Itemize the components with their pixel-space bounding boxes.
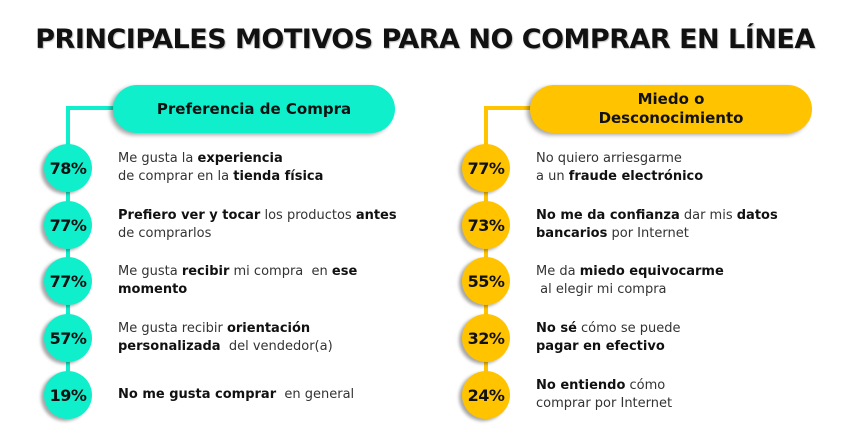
plain-text: cómo (625, 378, 666, 393)
reason-text: No me da confianza dar mis datos bancario… (536, 207, 778, 243)
plain-text: Me gusta (118, 264, 182, 279)
plain-text: de comprarlos (118, 226, 212, 241)
reason-text: No sé cómo se puede pagar en efectivo (536, 320, 681, 356)
plain-text: por Internet (607, 226, 689, 241)
reason-line: personalizada del vendedor(a) (118, 338, 333, 356)
emphasis-text: momento (118, 282, 188, 297)
reason-text: No me gusta comprar en general (118, 386, 354, 404)
reason-line: de comprarlos (118, 225, 397, 243)
plain-text: Me da (536, 264, 580, 279)
reason-line: Me da miedo equivocarme (536, 263, 724, 281)
reason-line: No sé cómo se puede (536, 320, 681, 338)
group-heading-miedo: Miedo o Desconocimiento (530, 85, 812, 133)
plain-text: de comprar en la (118, 169, 234, 184)
plain-text: del vendedor(a) (220, 339, 333, 354)
emphasis-text: orientación (226, 321, 311, 336)
group-heading-label: Preferencia de Compra (156, 99, 352, 118)
reason-line: Prefiero ver y tocar los productos antes (118, 207, 397, 225)
group-heading-preferencia: Preferencia de Compra (113, 85, 395, 133)
reason-line: al elegir mi compra (536, 281, 724, 299)
emphasis-text: tienda física (233, 169, 324, 184)
percent-badge: 73% (462, 201, 510, 249)
timeline-line-right (484, 106, 488, 396)
percent-badge: 24% (462, 371, 510, 419)
reason-line: de comprar en la tienda física (118, 168, 323, 186)
percent-badge: 77% (44, 257, 92, 305)
plain-text: en general (276, 387, 355, 402)
emphasis-text: datos (736, 208, 778, 223)
emphasis-text: bancarios (536, 226, 608, 241)
percent-badge: 77% (44, 201, 92, 249)
plain-text: Me gusta recibir (118, 321, 227, 336)
reason-text: Me gusta la experiencia de comprar en la … (118, 150, 323, 186)
reason-text: Me da miedo equivocarme al elegir mi com… (536, 263, 724, 299)
percent-badge: 19% (44, 371, 92, 419)
emphasis-text: No me gusta comprar (118, 387, 277, 402)
plain-text: cómo se puede (576, 321, 681, 336)
page-title: PRINCIPALES MOTIVOS PARA NO COMPRAR EN L… (35, 24, 815, 55)
plain-text: Me gusta la (118, 151, 198, 166)
percent-badge: 57% (44, 314, 92, 362)
reason-text: Prefiero ver y tocar los productos antes… (118, 207, 397, 243)
emphasis-text: No sé (536, 321, 577, 336)
emphasis-text: No me da confianza (536, 208, 680, 223)
reason-line: Me gusta recibir mi compra en ese (118, 263, 357, 281)
percent-badge: 32% (462, 314, 510, 362)
reason-line: bancarios por Internet (536, 225, 778, 243)
reason-line: comprar por Internet (536, 395, 672, 413)
connector-line-right (484, 106, 544, 110)
reason-line: pagar en efectivo (536, 338, 681, 356)
reason-line: Me gusta recibir orientación (118, 320, 333, 338)
reason-line: Me gusta la experiencia (118, 150, 323, 168)
reason-line: No me da confianza dar mis datos (536, 207, 778, 225)
reason-line: momento (118, 281, 357, 299)
reason-line: No me gusta comprar en general (118, 386, 354, 404)
reason-text: Me gusta recibir orientación personalizad… (118, 320, 333, 356)
emphasis-text: ese (331, 264, 358, 279)
emphasis-text: personalizada (118, 339, 221, 354)
plain-text: dar mis (679, 208, 737, 223)
reason-line: a un fraude electrónico (536, 168, 703, 186)
connector-line-left (66, 106, 126, 110)
emphasis-text: pagar en efectivo (536, 339, 665, 354)
percent-badge: 55% (462, 257, 510, 305)
plain-text: comprar por Internet (536, 396, 673, 411)
plain-text: al elegir mi compra (536, 282, 667, 297)
reason-text: Me gusta recibir mi compra en ese momento (118, 263, 357, 299)
emphasis-text: antes (355, 208, 397, 223)
timeline-line-left (66, 106, 70, 396)
percent-badge: 78% (44, 144, 92, 192)
emphasis-text: fraude electrónico (568, 169, 704, 184)
reason-line: No quiero arriesgarme (536, 150, 703, 168)
emphasis-text: miedo equivocarme (579, 264, 724, 279)
reason-text: No quiero arriesgarme a un fraude electró… (536, 150, 703, 186)
emphasis-text: recibir (181, 264, 230, 279)
percent-badge: 77% (462, 144, 510, 192)
plain-text: No quiero arriesgarme (536, 151, 682, 166)
plain-text: los productos (260, 208, 356, 223)
reason-text: No entiendo cómo comprar por Internet (536, 377, 672, 413)
emphasis-text: experiencia (197, 151, 283, 166)
group-heading-label: Miedo o Desconocimiento (598, 90, 744, 127)
plain-text: mi compra en (229, 264, 332, 279)
reason-line: No entiendo cómo (536, 377, 672, 395)
plain-text: a un (536, 169, 569, 184)
emphasis-text: Prefiero ver y tocar (118, 208, 261, 223)
emphasis-text: No entiendo (536, 378, 626, 393)
